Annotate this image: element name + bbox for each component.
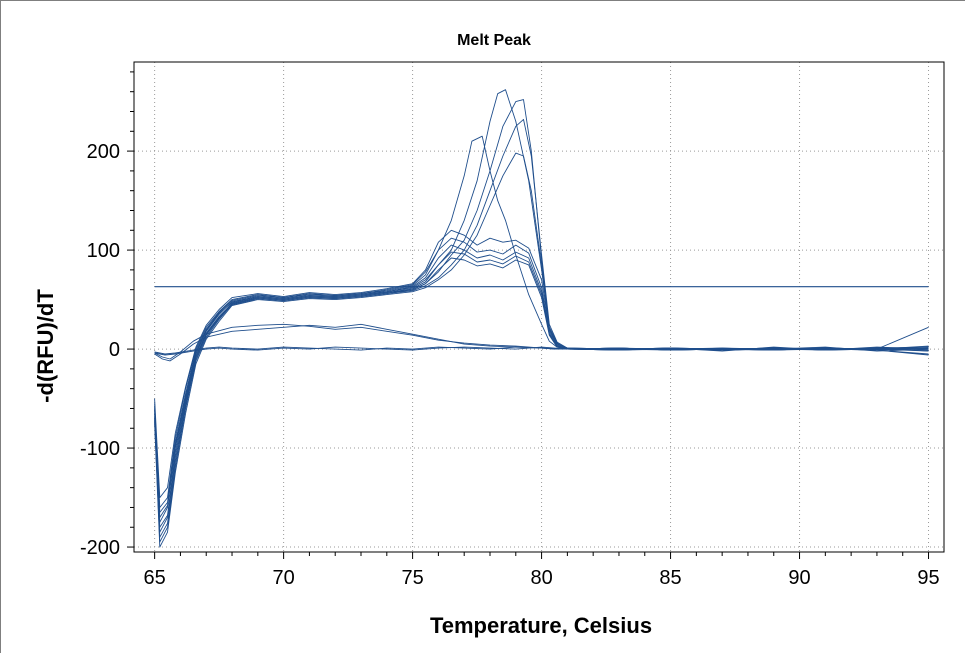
plot-area-border <box>133 61 945 553</box>
melt-curve-8 <box>154 244 929 518</box>
x-tick-label: 95 <box>917 567 939 589</box>
x-tick-label: 75 <box>401 567 423 589</box>
melt-curve-14 <box>154 326 929 355</box>
y-tick-label: 200 <box>87 141 120 163</box>
melt-curve-12 <box>154 323 929 360</box>
x-tick-label: 70 <box>272 567 294 589</box>
y-tick-label: -100 <box>80 438 120 460</box>
x-tick-label: 65 <box>144 567 166 589</box>
x-tick-label: 90 <box>788 567 810 589</box>
series-group <box>154 89 929 548</box>
x-tick-label: 85 <box>659 567 681 589</box>
melt-curve-10 <box>154 257 929 538</box>
y-axis-label: -d(RFU)/dT <box>33 289 58 403</box>
chart-title: Melt Peak <box>457 32 531 49</box>
melt-curve-13 <box>154 346 929 356</box>
melt-curve-3 <box>154 99 929 533</box>
y-tick-label: -200 <box>80 537 120 559</box>
y-tick-label: 100 <box>87 240 120 262</box>
x-axis-label: Temperature, Celsius <box>430 613 652 638</box>
axis-ticks: 65 70 75 80 85 90 95 -200 -100 0 100 200 <box>80 71 940 589</box>
melt-curve-1 <box>154 135 929 508</box>
y-tick-label: 0 <box>109 339 120 361</box>
grid <box>134 62 944 552</box>
x-tick-label: 80 <box>530 567 552 589</box>
